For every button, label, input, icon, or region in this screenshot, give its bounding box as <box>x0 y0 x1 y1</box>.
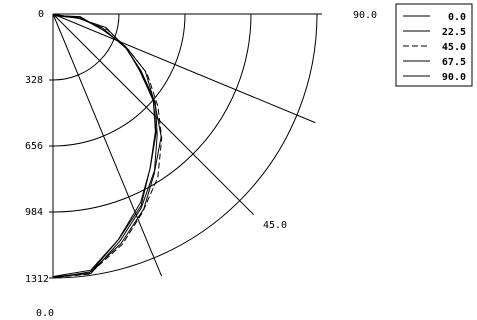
radial-tick-label: 328 <box>25 75 43 86</box>
legend-label: 0.0 <box>448 12 466 23</box>
series-line-45-0 <box>53 14 163 278</box>
angle-tick-label: 0.0 <box>36 308 54 319</box>
grid-spoke <box>52 13 255 216</box>
tick-labels: 0 328 656 984 1312 0.0 45.0 90.0 <box>25 9 377 319</box>
series-line-67-5 <box>52 15 162 278</box>
series-line-0-0 <box>52 13 157 279</box>
angle-tick-label: 90.0 <box>353 10 377 21</box>
radial-tick-label: 1312 <box>25 274 49 285</box>
angle-tick-label: 45.0 <box>263 220 287 231</box>
series-line-22-5 <box>52 15 158 278</box>
grid-spoke <box>52 13 316 124</box>
legend-label: 45.0 <box>442 42 466 53</box>
radial-tick-label: 984 <box>25 207 43 218</box>
polar-grid <box>49 13 322 279</box>
radial-tick-label: 656 <box>25 141 43 152</box>
legend-label: 90.0 <box>442 72 466 83</box>
series-line-90-0 <box>52 14 156 277</box>
series-lines <box>52 13 163 279</box>
legend-box <box>395 3 473 87</box>
legend: 0.0 22.5 45.0 67.5 90.0 <box>395 3 473 87</box>
legend-label: 67.5 <box>442 57 466 68</box>
legend-label: 22.5 <box>442 27 466 38</box>
radial-tick-label: 0 <box>38 9 44 20</box>
grid-spoke <box>52 13 163 277</box>
